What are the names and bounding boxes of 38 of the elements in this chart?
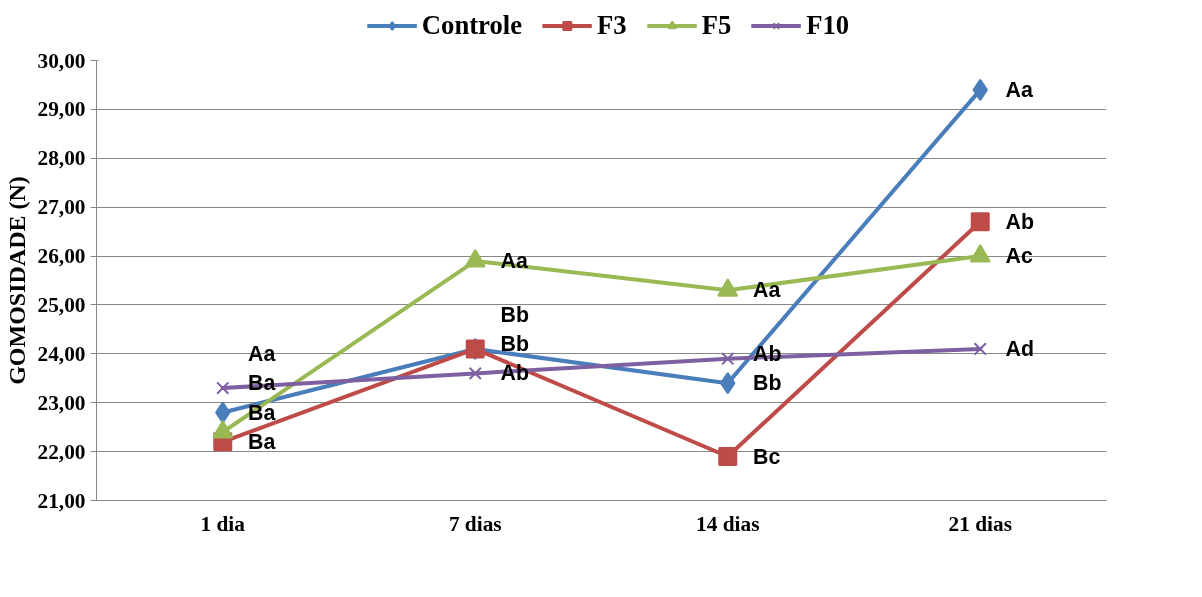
x-tick-label: 21 dias: [948, 511, 1012, 536]
point: [973, 342, 987, 356]
data-label: Aa: [248, 341, 276, 366]
data-label: Aa: [753, 278, 781, 303]
y-tick-label: 21,00: [37, 488, 86, 513]
y-tick-label: 22,00: [37, 439, 86, 464]
y-tick-label: 23,00: [37, 390, 86, 415]
data-label: Bb: [500, 332, 529, 357]
y-tick-label: 29,00: [37, 97, 86, 122]
legend-label: F10: [806, 9, 850, 41]
x-tick-label: 7 dias: [448, 511, 502, 536]
legend-label: F5: [701, 9, 732, 41]
point: [721, 352, 735, 366]
legend-label: F3: [597, 9, 627, 41]
data-label: Bb: [753, 371, 782, 396]
x-tick-label: 1 dia: [200, 511, 246, 536]
x-tick-label: 14 dias: [696, 511, 760, 536]
y-tick-label: 24,00: [37, 341, 86, 366]
data-label: Bc: [753, 444, 781, 469]
y-tick-label: 30,00: [37, 48, 86, 73]
data-label: Ab: [753, 341, 782, 366]
y-tick-label: 26,00: [37, 244, 86, 269]
point: [216, 381, 230, 395]
y-tick-label: 27,00: [37, 195, 86, 220]
data-label: Ba: [248, 429, 276, 454]
data-label: Ab: [1005, 209, 1034, 234]
point: [718, 447, 738, 466]
legend-label: Controle: [421, 9, 522, 41]
data-label: Bb: [500, 302, 529, 327]
point: [468, 366, 482, 381]
data-label: Ad: [1005, 336, 1034, 361]
y-tick-label: 25,00: [37, 292, 86, 317]
data-label: Aa: [1005, 77, 1033, 102]
data-label: Ba: [248, 400, 276, 425]
y-tick-label: 28,00: [37, 146, 86, 171]
point: [970, 212, 990, 232]
y-axis-title: GOMOSIDADE (N): [3, 176, 30, 385]
data-label: Ac: [1005, 244, 1033, 269]
